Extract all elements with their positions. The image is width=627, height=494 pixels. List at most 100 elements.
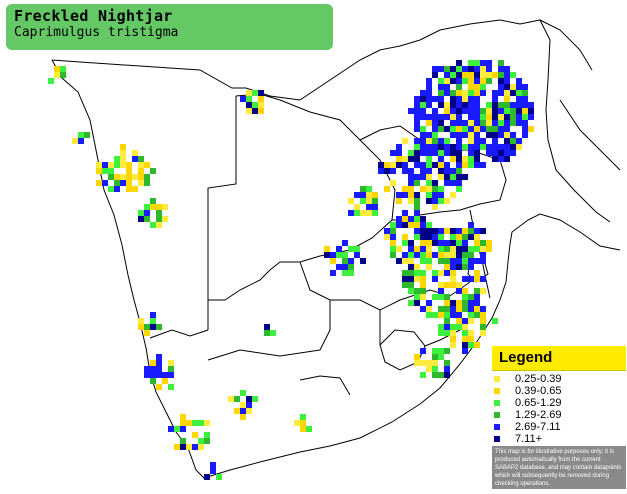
record-cell [438,252,444,258]
record-cell [432,192,438,198]
record-cell [420,162,426,168]
record-cell [474,228,480,234]
record-cell [480,258,486,264]
border-east [559,99,621,171]
record-cell [414,180,420,186]
record-cell [426,120,432,126]
record-cell [414,276,420,282]
record-cell [132,186,138,192]
record-cell [366,192,372,198]
record-cell [120,162,126,168]
record-cell [474,114,480,120]
record-cell [330,252,336,258]
record-cell [438,120,444,126]
record-cell [438,234,444,240]
record-cell [96,168,102,174]
record-cell [402,210,408,216]
record-cell [426,192,432,198]
record-cell [456,264,462,270]
record-cell [450,282,456,288]
record-cell [432,180,438,186]
record-cell [426,222,432,228]
record-cell [420,360,426,366]
record-cell [438,306,444,312]
record-cell [426,234,432,240]
record-cell [168,384,174,390]
record-cell [480,108,486,114]
record-cell [444,252,450,258]
record-cell [504,144,510,150]
record-cell [474,156,480,162]
record-cell [420,240,426,246]
record-cell [162,378,168,384]
record-cell [480,144,486,150]
record-cell [468,312,474,318]
record-cell [450,72,456,78]
record-cell [204,474,210,480]
record-cell [426,132,432,138]
record-cell [480,114,486,120]
record-cell [456,252,462,258]
record-cell [456,246,462,252]
record-cell [516,90,522,96]
record-cell [456,114,462,120]
record-cell [474,342,480,348]
record-cell [450,108,456,114]
record-cell [420,222,426,228]
record-cell [444,348,450,354]
record-cell [420,90,426,96]
record-cell [450,234,456,240]
record-cell [438,288,444,294]
record-cell [210,468,216,474]
record-cell [486,246,492,252]
record-cell [456,138,462,144]
record-cell [480,66,486,72]
record-cell [480,126,486,132]
coastline [51,59,621,479]
record-cell [414,354,420,360]
record-cell [366,198,372,204]
record-cell [408,156,414,162]
record-cell [480,72,486,78]
record-cell [444,306,450,312]
record-cell [378,162,384,168]
record-cell [492,132,498,138]
record-cell [456,90,462,96]
record-cell [498,150,504,156]
record-cell [408,252,414,258]
record-cell [60,72,66,78]
border-malawi [539,19,593,71]
record-cell [468,144,474,150]
record-cell [438,174,444,180]
record-cell [360,192,366,198]
record-cell [444,180,450,186]
record-cell [420,150,426,156]
record-cell [426,228,432,234]
record-cell [480,162,486,168]
record-cell [144,204,150,210]
record-cell [456,186,462,192]
record-cell [486,102,492,108]
record-cell [348,210,354,216]
record-cell [120,180,126,186]
record-cell [432,234,438,240]
record-cell [456,150,462,156]
record-cell [438,186,444,192]
record-cell [132,150,138,156]
border-namibia-east [207,96,237,330]
record-cell [516,84,522,90]
record-cell [408,300,414,306]
record-cell [234,408,240,414]
record-cell [480,240,486,246]
record-cell [396,216,402,222]
record-cell [162,216,168,222]
record-cell [198,438,204,444]
record-cell [462,240,468,246]
record-cell [504,138,510,144]
record-cell [504,114,510,120]
record-cell [486,132,492,138]
record-cell [504,96,510,102]
record-cell [456,126,462,132]
record-cell [162,204,168,210]
record-cell [480,78,486,84]
